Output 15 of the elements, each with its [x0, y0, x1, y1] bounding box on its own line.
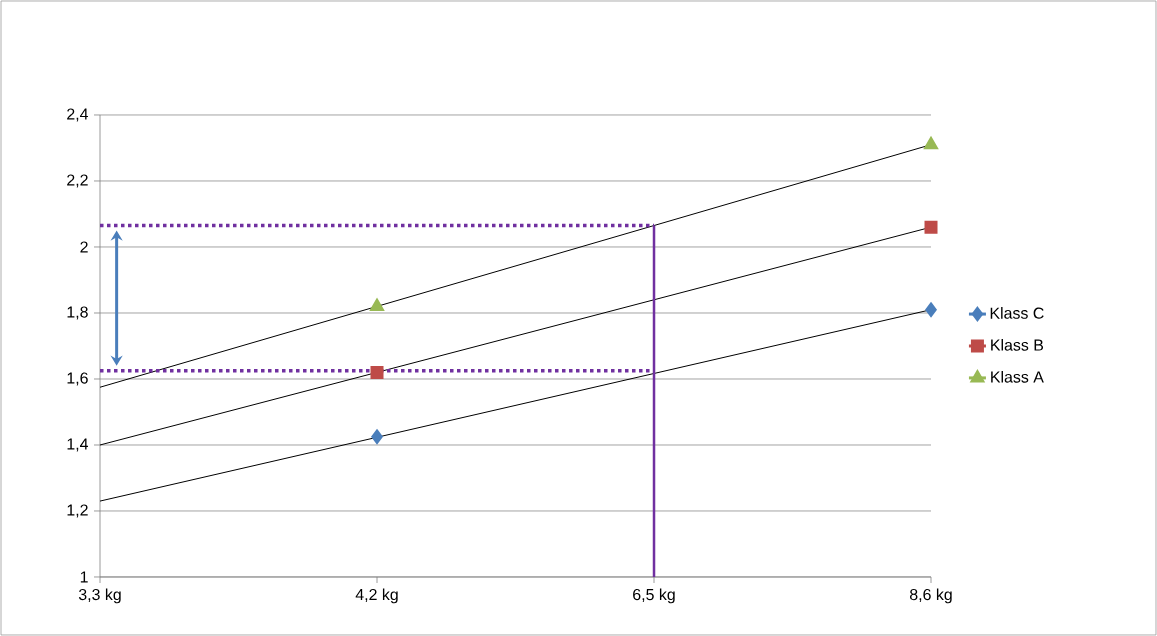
y-tick-label: 2,4 [67, 108, 89, 122]
x-tick-label: 6,5 kg [633, 588, 675, 604]
y-tick-label: 1 [80, 571, 88, 583]
x-tick-label: 4,2 kg [355, 588, 398, 604]
y-tick-label: 2,2 [67, 174, 88, 188]
x-tick-label: 3,3 kg [78, 588, 121, 604]
x-tick-label: 8,6 kg [909, 588, 952, 604]
y-tick-label: 2 [80, 241, 88, 253]
y-tick-label: 1,4 [67, 438, 89, 452]
legend-label: Klass A [991, 370, 1044, 383]
y-tick-label: 1,8 [67, 306, 88, 320]
y-tick-label: 1,2 [67, 504, 88, 518]
legend-label: Klass C [990, 307, 1044, 319]
y-tick-label: 1,6 [67, 372, 88, 386]
legend-label: Klass B [991, 339, 1044, 351]
